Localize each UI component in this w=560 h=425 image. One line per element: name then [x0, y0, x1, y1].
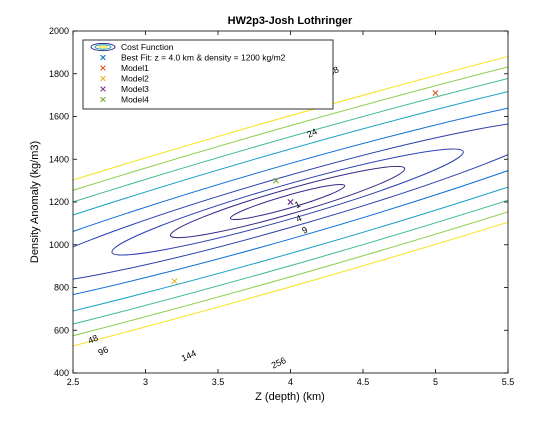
legend-x-marker-icon	[100, 86, 106, 92]
legend-x-marker-icon	[100, 54, 106, 61]
legend-label: Cost Function	[121, 42, 174, 52]
contour-line-48	[73, 84, 508, 320]
contour-label: 24	[305, 126, 318, 139]
y-tick-label: 1000	[49, 240, 69, 250]
legend-label: Model2	[121, 74, 149, 84]
axis-ticks: 2.5 3 3.5 4 4.5 5 5.5 400 600 800 1000 1200 1400 1600…	[49, 26, 514, 387]
y-tick-label: 600	[54, 325, 69, 335]
contour-label: 1	[293, 199, 302, 210]
y-tick-label: 1600	[49, 112, 69, 122]
y-tick-label: 2000	[49, 26, 69, 36]
legend-box	[82, 39, 334, 110]
legend-x-marker-icon	[100, 75, 106, 82]
y-axis-label: Density Anomaly (kg/m3)	[29, 141, 41, 263]
legend-x-marker-icon	[100, 96, 106, 103]
y-tick-label: 1800	[49, 69, 69, 79]
legend-label: Best Fit: z = 4.0 km & density = 1200 kg…	[121, 53, 286, 63]
legend-contour-icon	[90, 42, 116, 52]
contour-label: 144	[180, 348, 198, 363]
contour-line-9	[111, 148, 464, 256]
contour-line-24	[73, 119, 508, 285]
contour-label: 9	[300, 225, 309, 236]
point-model1	[432, 90, 439, 96]
point-model4	[273, 177, 279, 184]
point-model2	[171, 278, 178, 285]
legend-label: Model4	[121, 95, 149, 105]
contour-line-1	[229, 183, 346, 221]
x-tick-label: 5.5	[502, 377, 515, 387]
x-tick-label: 3	[143, 377, 148, 387]
legend-x-marker-icon	[100, 65, 106, 71]
x-tick-label: 4.5	[357, 377, 370, 387]
x-axis-label: Z (depth) (km)	[255, 391, 325, 403]
x-tick-label: 3.5	[212, 377, 225, 387]
y-tick-label: 1200	[49, 197, 69, 207]
y-tick-label: 400	[54, 368, 69, 378]
point-model3	[287, 199, 294, 205]
y-tick-label: 800	[54, 283, 69, 293]
y-tick-label: 1400	[49, 154, 69, 164]
x-tick-label: 2.5	[67, 377, 80, 387]
contour-line-96	[73, 38, 508, 366]
contour-label: 256	[270, 355, 288, 370]
contour-label: 48	[86, 333, 99, 346]
x-tick-label: 5	[433, 377, 438, 387]
contour-label: 4	[295, 213, 304, 224]
contour-label: 96	[97, 344, 110, 357]
points-layer	[171, 90, 439, 285]
contour-line-4	[169, 165, 406, 239]
x-tick-label: 4	[288, 377, 293, 387]
legend-label: Model3	[121, 84, 149, 94]
legend-label: Model1	[121, 63, 149, 73]
chart-title: HW2p3-Josh Lothringer	[228, 15, 353, 27]
